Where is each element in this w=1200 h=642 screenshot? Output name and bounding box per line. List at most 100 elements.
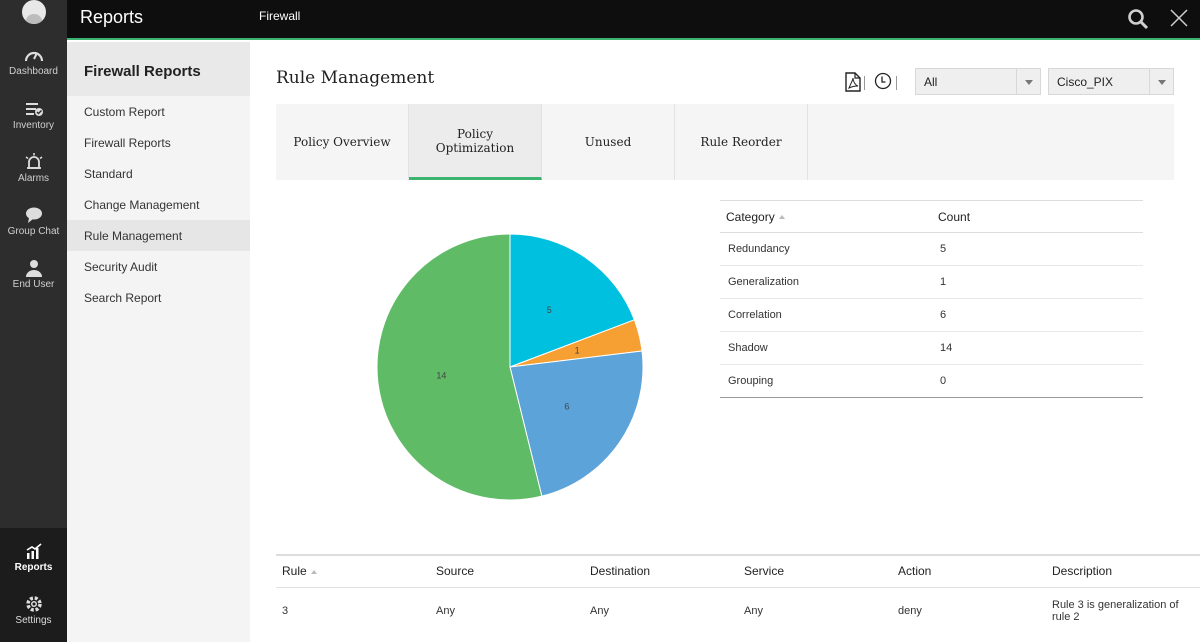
pie-slice-label: 1 — [575, 345, 580, 355]
dashboard-icon — [24, 51, 43, 62]
page-title: Rule Management — [276, 68, 435, 88]
tab-unused[interactable]: Unused — [542, 104, 675, 180]
tab-label: Policy Overview — [293, 135, 391, 149]
rail-label: Inventory — [12, 120, 55, 131]
header-label: Category — [726, 209, 775, 224]
rail-item-group-chat[interactable]: Group Chat — [0, 202, 67, 254]
filter-select[interactable]: All — [915, 68, 1041, 95]
reports-icon — [26, 543, 42, 559]
tab-policy-optimization[interactable]: Policy Optimization — [409, 104, 542, 180]
app-title: Reports — [80, 7, 144, 27]
rail-label: Dashboard — [9, 66, 58, 77]
column-header-count: Count — [932, 200, 1143, 233]
service-cell: Any — [744, 605, 763, 618]
column-header-destination: Destination — [584, 554, 738, 588]
report-tabs: Policy Overview Policy Optimization Unus… — [276, 104, 1174, 180]
category-cell: Shadow — [720, 331, 932, 365]
rail-item-inventory[interactable]: Inventory — [0, 96, 67, 148]
count-cell: 14 — [932, 331, 1143, 365]
nav-rail: Dashboard Inventory Alarms Group Chat En… — [0, 0, 67, 642]
sidebar-item-security-audit[interactable]: Security Audit — [84, 260, 158, 274]
table-row: Grouping 0 — [720, 364, 1143, 398]
destination-cell: Any — [590, 605, 609, 618]
rail-label: Alarms — [17, 173, 50, 184]
table-row: Correlation 6 — [720, 298, 1143, 332]
column-header-category[interactable]: Category — [720, 200, 932, 233]
pie-slice-shadow[interactable] — [376, 233, 543, 501]
column-header-rule[interactable]: Rule — [276, 554, 430, 588]
sidebar-item-change-management[interactable]: Change Management — [84, 198, 200, 212]
category-table: Category Count Redundancy 5 Generalization… — [720, 200, 1143, 398]
column-header-action: Action — [892, 554, 1046, 588]
reports-sidebar: Firewall Reports Custom Report Firewall … — [67, 42, 250, 642]
rail-item-dashboard[interactable]: Dashboard — [0, 42, 67, 94]
pie-slice-label: 14 — [436, 370, 446, 380]
category-cell: Grouping — [720, 364, 932, 398]
breadcrumb[interactable]: Firewall — [259, 9, 301, 23]
category-cell: Redundancy — [720, 232, 932, 266]
column-header-description: Description — [1046, 554, 1200, 588]
description-cell: Rule 3 is generalization of rule 2 — [1052, 599, 1179, 624]
pie-slice-label: 6 — [564, 401, 569, 411]
sidebar-item-firewall-reports[interactable]: Firewall Reports — [84, 136, 171, 150]
main-panel: Rule Management All Cisco_PIX Policy Ove… — [250, 42, 1200, 642]
toolbar-divider — [896, 76, 897, 90]
action-cell: deny — [898, 605, 922, 618]
count-cell: 0 — [932, 364, 1143, 398]
tab-rule-reorder[interactable]: Rule Reorder — [675, 104, 808, 180]
rail-label: Group Chat — [7, 226, 60, 237]
category-cell: Correlation — [720, 298, 932, 332]
top-bar: Reports Firewall — [67, 0, 1200, 40]
chat-icon — [25, 207, 42, 223]
category-cell: Generalization — [720, 265, 932, 299]
sidebar-item-rule-management[interactable]: Rule Management — [67, 220, 250, 251]
tab-label: Unused — [584, 135, 632, 149]
sidebar-item-search-report[interactable]: Search Report — [84, 291, 162, 305]
rail-label: Reports — [14, 562, 53, 573]
rule-table: Rule Source Destination Service Action D… — [276, 554, 1200, 635]
sort-icon — [310, 570, 317, 575]
count-cell: 5 — [932, 232, 1143, 266]
pie-slice-label: 5 — [547, 305, 552, 315]
device-select[interactable]: Cisco_PIX — [1048, 68, 1174, 95]
rail-item-settings[interactable]: Settings — [0, 591, 67, 642]
tab-label: Rule Reorder — [700, 135, 782, 149]
category-pie-chart: 5 1 6 14 — [376, 233, 644, 501]
rail-item-end-user[interactable]: End User — [0, 255, 67, 307]
close-icon[interactable] — [1169, 8, 1189, 28]
device-select-value: Cisco_PIX — [1057, 75, 1114, 89]
search-icon[interactable] — [1127, 8, 1149, 30]
sidebar-heading: Firewall Reports — [67, 42, 250, 96]
filter-select-value: All — [924, 75, 938, 89]
sidebar-item-custom-report[interactable]: Custom Report — [84, 105, 165, 119]
pie-slice-correlation[interactable] — [509, 350, 644, 497]
table-row: Redundancy 5 — [720, 232, 1143, 266]
pdf-export-icon[interactable] — [844, 72, 862, 92]
alarm-icon — [25, 153, 42, 169]
sidebar-item-standard[interactable]: Standard — [84, 167, 133, 181]
table-row[interactable]: 3 Any Any Any deny Rule 3 is generalization o… — [276, 587, 1200, 635]
count-cell: 6 — [932, 298, 1143, 332]
sort-icon — [778, 215, 785, 220]
rail-label: Settings — [15, 615, 52, 626]
rail-label: End User — [12, 279, 55, 290]
schedule-clock-icon[interactable] — [874, 72, 892, 90]
rail-item-alarms[interactable]: Alarms — [0, 149, 67, 201]
avatar[interactable] — [22, 0, 46, 24]
count-cell: 1 — [932, 265, 1143, 299]
rail-item-reports[interactable]: Reports — [0, 538, 67, 590]
user-icon — [25, 260, 42, 277]
source-cell: Any — [436, 605, 455, 618]
chevron-down-icon — [1149, 69, 1173, 94]
header-label: Rule — [282, 564, 307, 579]
rule-cell: 3 — [282, 605, 289, 618]
tab-label: Policy Optimization — [435, 126, 515, 155]
pie-slice-redundancy[interactable] — [509, 233, 636, 368]
column-header-service: Service — [738, 554, 892, 588]
table-row: Generalization 1 — [720, 265, 1143, 299]
table-row: Shadow 14 — [720, 331, 1143, 365]
tab-policy-overview[interactable]: Policy Overview — [276, 104, 409, 180]
gear-icon — [25, 596, 42, 612]
chevron-down-icon — [1016, 69, 1040, 94]
inventory-icon — [25, 103, 43, 116]
